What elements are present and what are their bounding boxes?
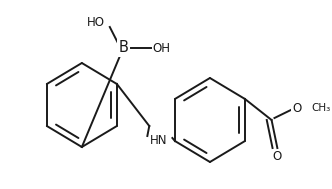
Text: CH₃: CH₃ — [311, 103, 330, 113]
Text: HO: HO — [87, 15, 105, 29]
Text: O: O — [292, 101, 301, 115]
Text: OH: OH — [153, 42, 171, 54]
Text: O: O — [273, 149, 282, 163]
Text: B: B — [118, 40, 128, 56]
Text: HN: HN — [150, 133, 168, 146]
